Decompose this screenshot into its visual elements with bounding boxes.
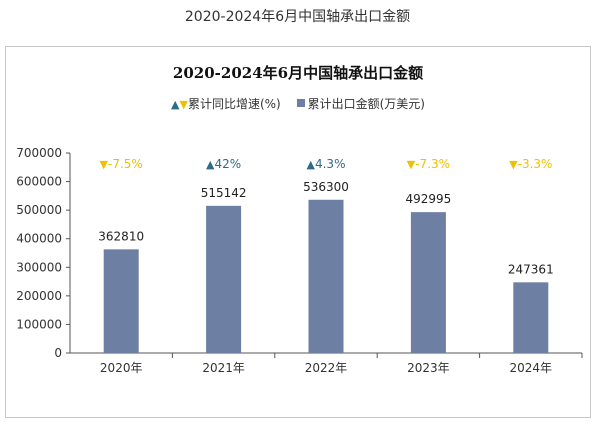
y-tick-label: 500000 bbox=[16, 203, 62, 217]
chart-legend: ▲▼累计同比增速(%) 累计出口金额(万美元) bbox=[6, 95, 590, 112]
y-tick-label: 300000 bbox=[16, 260, 62, 274]
growth-value: -7.3% bbox=[415, 157, 450, 171]
legend-item-growth[interactable]: ▲▼累计同比增速(%) bbox=[171, 95, 281, 112]
triangle-down-icon: ▼ bbox=[100, 158, 109, 171]
bar bbox=[513, 282, 549, 353]
triangle-down-icon: ▼ bbox=[407, 158, 416, 171]
growth-label: ▲4.3% bbox=[307, 157, 346, 171]
y-tick-label: 100000 bbox=[16, 317, 62, 331]
triangle-down-icon: ▼ bbox=[179, 98, 188, 111]
legend-item-amount[interactable]: 累计出口金额(万美元) bbox=[296, 95, 425, 112]
y-tick-label: 600000 bbox=[16, 175, 62, 189]
bar bbox=[103, 249, 139, 353]
chart-title: 2020-2024年6月中国轴承出口金额 bbox=[172, 64, 424, 82]
triangle-up-icon: ▲ bbox=[171, 98, 180, 111]
x-tick-label: 2021年 bbox=[202, 361, 245, 375]
x-tick-label: 2022年 bbox=[305, 361, 348, 375]
y-tick-label: 200000 bbox=[16, 289, 62, 303]
x-tick-label: 2020年 bbox=[100, 361, 143, 375]
data-label: 515142 bbox=[201, 186, 247, 200]
x-tick-label: 2024年 bbox=[510, 361, 553, 375]
legend-label-amount: 累计出口金额(万美元) bbox=[307, 97, 425, 111]
triangle-up-icon: ▲ bbox=[307, 158, 316, 171]
triangle-up-icon: ▲ bbox=[206, 158, 215, 171]
chart-frame: 2020-2024年6月中国轴承出口金额 ▲▼累计同比增速(%) 累计出口金额(… bbox=[5, 46, 591, 418]
chart-plot: 0 100000 200000 300000 400000 500000 600000 700… bbox=[16, 146, 583, 375]
y-tick-label: 400000 bbox=[16, 232, 62, 246]
growth-value: -3.3% bbox=[518, 157, 553, 171]
triangle-down-icon: ▼ bbox=[509, 158, 518, 171]
y-tick-label: 0 bbox=[54, 346, 62, 360]
data-label: 492995 bbox=[405, 192, 451, 206]
growth-label: ▲42% bbox=[206, 157, 241, 171]
legend-label-growth: 累计同比增速(%) bbox=[187, 97, 281, 111]
bar bbox=[308, 199, 344, 353]
growth-label: ▼-3.3% bbox=[509, 157, 552, 171]
y-tick-label: 700000 bbox=[16, 146, 62, 160]
data-label: 247361 bbox=[508, 262, 554, 276]
bar bbox=[410, 212, 446, 353]
growth-value: 4.3% bbox=[315, 157, 346, 171]
growth-value: 42% bbox=[214, 157, 241, 171]
square-icon bbox=[296, 99, 305, 107]
bar bbox=[206, 205, 242, 353]
growth-label: ▼-7.5% bbox=[100, 157, 143, 171]
x-tick-label: 2023年 bbox=[407, 361, 450, 375]
data-label: 362810 bbox=[98, 229, 144, 243]
data-label: 536300 bbox=[303, 180, 349, 194]
growth-value: -7.5% bbox=[108, 157, 143, 171]
growth-label: ▼-7.3% bbox=[407, 157, 450, 171]
page-title: 2020-2024年6月中国轴承出口金额 bbox=[184, 9, 411, 25]
